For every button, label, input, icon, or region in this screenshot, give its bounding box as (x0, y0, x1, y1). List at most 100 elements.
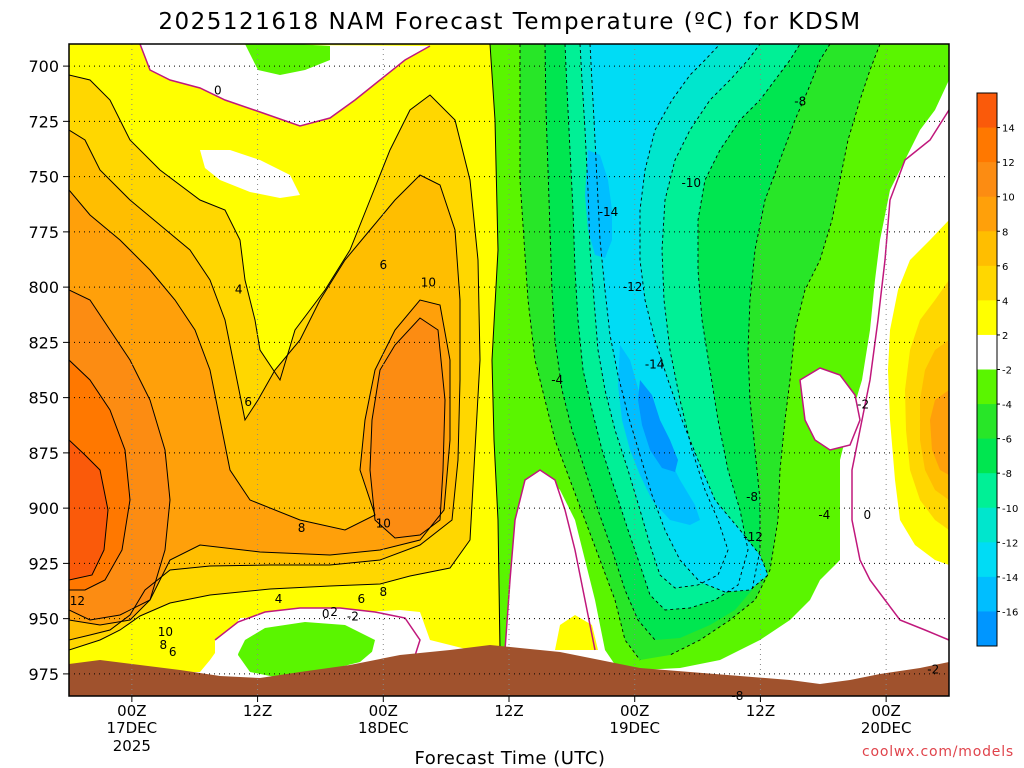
colorbar-swatch (977, 300, 997, 336)
contour-label: 4 (275, 592, 283, 606)
chart-title: 2025121618 NAM Forecast Temperature (ºC)… (158, 9, 861, 35)
colorbar-swatch (977, 265, 997, 301)
y-tick-label: 750 (28, 168, 59, 187)
temp-band-minus16-minus14 (585, 150, 700, 525)
colorbar-swatch (977, 576, 997, 612)
colorbar-swatch (977, 404, 997, 440)
contour-label: -12 (743, 530, 763, 544)
contour-label: -2 (347, 609, 359, 623)
contour-label: -14 (599, 205, 619, 219)
y-tick-label: 900 (28, 499, 59, 518)
contour-label: -12 (623, 280, 643, 294)
x-tick-date: 19DEC (609, 719, 660, 737)
contour-label: -8 (794, 94, 806, 108)
contour-label: -8 (731, 689, 743, 703)
colorbar-swatch (977, 231, 997, 267)
contour-label: 10 (158, 625, 173, 639)
y-tick-label: 875 (28, 444, 59, 463)
x-tick-year: 2025 (113, 737, 151, 755)
contour-label-text: -8 (746, 490, 758, 504)
contour-label: 8 (298, 521, 306, 535)
colorbar-label: -8 (1002, 469, 1012, 480)
colorbar-swatch (977, 93, 997, 129)
contour-label-text: 10 (421, 276, 436, 290)
contour-label: -2 (857, 397, 869, 411)
contour-label: 10 (376, 517, 391, 531)
contour-label: 0 (863, 508, 871, 522)
x-tick-label: 00Z (369, 702, 398, 720)
x-tick-date: 18DEC (358, 719, 409, 737)
contour-label-text: 6 (244, 395, 252, 409)
contour-label-text: 6 (379, 258, 387, 272)
x-tick-label: 00Z (871, 702, 900, 720)
contour-label-text: 10 (376, 517, 391, 531)
contour-label: -10 (681, 176, 701, 190)
contour-label-text: 10 (158, 625, 173, 639)
contour-label-text: 0 (214, 83, 222, 97)
contour-label-text: -4 (818, 508, 830, 522)
contour-label-text: -12 (743, 530, 763, 544)
y-tick-label: 725 (28, 112, 59, 131)
contour-label-text: -10 (681, 176, 701, 190)
colorbar-swatch (977, 162, 997, 198)
contour-label: 0 (214, 83, 222, 97)
colorbar-swatch (977, 127, 997, 163)
contour-label-text: -2 (857, 397, 869, 411)
x-tick-label: 12Z (243, 702, 272, 720)
colorbar-label: -4 (1002, 400, 1012, 411)
colorbar: 14 12 10 8 6 4 2 -2 -4 -6 -8 -10 -12 -14 -16 (976, 92, 1018, 647)
contour-label: -8 (746, 490, 758, 504)
colorbar-swatch (977, 542, 997, 578)
contour-label-text: 6 (357, 592, 365, 606)
contour-label: 6 (169, 645, 177, 659)
x-tick-date: 17DEC (107, 719, 158, 737)
contour-label-text: 8 (159, 638, 167, 652)
contour-label-text: 12 (70, 594, 85, 608)
contour-label-text: -2 (347, 609, 359, 623)
contour-label-text: -4 (551, 373, 563, 387)
contour-label: -4 (818, 508, 830, 522)
contour-label: 0 (322, 607, 330, 621)
contour-label-text: -8 (731, 689, 743, 703)
colorbar-swatch (977, 334, 997, 370)
contour-label: 12 (70, 594, 85, 608)
temp-band-minus2-2-top2 (200, 150, 300, 198)
colorbar-swatch (977, 611, 997, 647)
temp-band-14-plus (69, 440, 108, 580)
contour-label-text: -2 (927, 662, 939, 676)
colorbar-label: 6 (1002, 262, 1008, 273)
colorbar-swatch (977, 196, 997, 232)
colorbar-label: -16 (1002, 607, 1018, 618)
contour-label: 2 (330, 605, 338, 619)
y-tick-label: 775 (28, 223, 59, 242)
temp-band-minus16-below (638, 380, 678, 472)
contour-label-text: 0 (863, 508, 871, 522)
contour-label-text: 8 (298, 521, 306, 535)
contour-label: -4 (551, 373, 563, 387)
x-axis-label: Forecast Time (UTC) (415, 748, 606, 768)
contour-label: 6 (379, 258, 387, 272)
x-tick-label: 12Z (746, 702, 775, 720)
freezing-line (139, 44, 949, 666)
temp-band-10-12 (69, 290, 445, 620)
contour-label: 4 (235, 282, 243, 296)
colorbar-label: -12 (1002, 538, 1018, 549)
contour-label: 8 (159, 638, 167, 652)
contour-label-text: 0 (322, 607, 330, 621)
contour-label-text: 6 (169, 645, 177, 659)
contour-label: -2 (927, 662, 939, 676)
contour-label-text: 4 (275, 592, 283, 606)
temp-band-minus4-minus2-low (238, 615, 380, 678)
temp-band-green-topleft (245, 44, 330, 75)
contour-label-text: -14 (599, 205, 619, 219)
horizontal-gridlines (69, 65, 949, 675)
contour-label: 10 (421, 276, 436, 290)
contour-label: 6 (244, 395, 252, 409)
x-tick-label: 00Z (117, 702, 146, 720)
colorbar-swatch (977, 473, 997, 509)
vertical-gridlines (131, 44, 887, 696)
colorbar-label: 8 (1002, 227, 1008, 238)
